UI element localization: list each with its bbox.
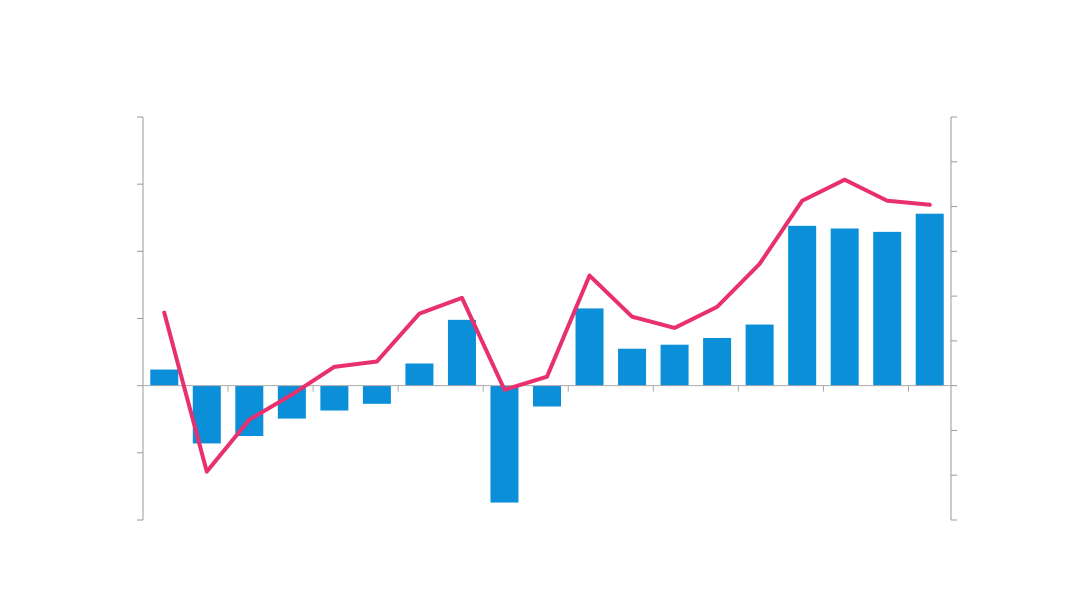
- bar: [873, 231, 902, 386]
- bar: [150, 369, 179, 386]
- bar: [703, 337, 732, 386]
- bar: [405, 363, 434, 386]
- bar: [660, 344, 689, 386]
- bar: [320, 385, 349, 411]
- bar: [618, 348, 647, 386]
- bar: [745, 324, 774, 386]
- bar: [575, 308, 604, 386]
- line: [162, 177, 932, 474]
- bar: [533, 385, 561, 407]
- bar: [490, 385, 519, 503]
- bar: [915, 213, 944, 386]
- bar: [362, 385, 391, 404]
- bar: [447, 319, 476, 386]
- bar: [788, 225, 817, 386]
- bar: [235, 385, 264, 437]
- bar: [830, 228, 859, 386]
